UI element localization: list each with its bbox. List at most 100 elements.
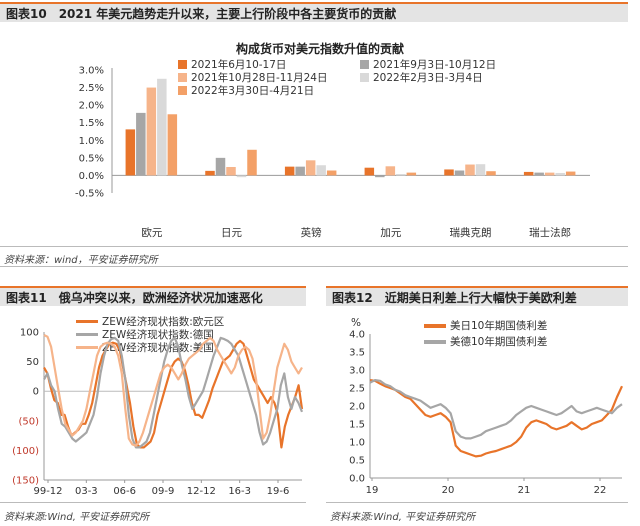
- fig10-y-tick-label: 1.5%: [79, 118, 104, 129]
- fig10-chart-title: 构成货币对美元指数升值的贡献: [235, 42, 404, 56]
- fig11-legend-item-2: ZEW经济现状指数:美国: [76, 340, 214, 355]
- fig11-y-tick-label: (50): [18, 416, 39, 427]
- fig10-bar-2-3: [385, 166, 396, 176]
- fig10-y-tick-label: 2.5%: [79, 83, 104, 94]
- fig10-x-tick-label: 瑞士法郎: [529, 226, 571, 239]
- fig10-bar-1-2: [295, 166, 305, 176]
- fig10-x-tick-label: 日元: [221, 227, 242, 239]
- fig12-legend-item-1: 美德10年期国债利差: [424, 334, 547, 349]
- fig11-x-tick-label: 03-3: [75, 486, 98, 497]
- fig12-y-tick-label: 3.0: [349, 366, 365, 377]
- fig10-legend-swatch-0: [178, 60, 187, 69]
- fig10-x-tick-label: 欧元: [141, 227, 162, 239]
- fig10-bar-4-2: [326, 170, 337, 176]
- fig11-y-tick-label: 100: [20, 328, 39, 339]
- fig12-y-tick-label: 3.5: [349, 348, 365, 359]
- fig11-series-line-0: [43, 339, 304, 449]
- fig11-legend-item-0: ZEW经济现状指数:欧元区: [76, 314, 224, 329]
- fig11-line-chart: 100 50 0 (50) (100) (150)99-12 03-3 06-6 09-9 12-…: [12, 328, 304, 497]
- fig11-legend-label-1: ZEW经济现状指数:德国: [102, 329, 214, 341]
- fig12-y-tick-label: 1.0: [349, 438, 365, 449]
- fig10-legend-item-0: 2021年6月10-17日: [178, 57, 286, 72]
- fig10-legend-swatch-3: [360, 73, 369, 82]
- fig11-x-tick-label: 09-9: [152, 486, 175, 497]
- fig10-separator: [0, 246, 628, 247]
- fig11-legend-item-1: ZEW经济现状指数:德国: [76, 327, 214, 342]
- fig11-legend-swatch-1: [76, 333, 98, 336]
- fig10-bar-2-5: [544, 172, 555, 176]
- fig11-x-tick-label: 16-3: [228, 486, 251, 497]
- fig10-bar-4-4: [486, 171, 496, 176]
- fig10-y-tick-label: 2.0%: [79, 101, 104, 112]
- fig10-legend-label-4: 2022年3月30日-4月21日: [191, 85, 315, 97]
- fig12-legend-item-0: 美日10年期国债利差: [424, 318, 547, 333]
- fig10-legend-swatch-2: [178, 73, 187, 82]
- fig10-legend-item-3: 2022年2月3日-3月4日: [360, 70, 483, 85]
- fig10-x-tick-label: 加元: [380, 227, 401, 239]
- fig11-y-tick-label: 0: [33, 387, 39, 398]
- fig12-legend-swatch-1: [424, 339, 446, 344]
- fig10-bar-3-5: [555, 172, 565, 176]
- fig12-header: 图表12 近期美日利差上行大幅快于美欧利差: [326, 286, 628, 306]
- fig11-legend-swatch-2: [76, 346, 98, 349]
- fig12-source: 资料来源:Wind, 平安证券研究所: [330, 512, 476, 523]
- fig10-bar-0-1: [205, 170, 215, 176]
- fig10-legend-label-2: 2021年10月28日-11月24日: [191, 72, 328, 84]
- fig12-y-tick-label: 2.0: [349, 402, 365, 413]
- fig12-legend-label-1: 美德10年期国债利差: [450, 336, 548, 348]
- fig10-legend-swatch-4: [178, 86, 187, 95]
- fig10-bar-4-1: [247, 149, 257, 176]
- fig12-y-tick-label: 0.0: [349, 474, 365, 485]
- fig12-separator: [326, 502, 628, 503]
- fig10-bar-0-3: [364, 167, 375, 176]
- fig10-legend-label-3: 2022年2月3日-3月4日: [373, 72, 483, 84]
- fig11-separator: [0, 502, 306, 503]
- fig10-bar-0-5: [523, 171, 534, 176]
- fig10-legend-swatch-1: [360, 60, 369, 69]
- fig10-bar-2-1: [226, 166, 236, 176]
- fig10-bar-3-0: [157, 78, 167, 176]
- fig11-series-line-1: [43, 336, 304, 449]
- fig10-legend-item-4: 2022年3月30日-4月21日: [178, 83, 314, 98]
- fig12-x-tick-label: 19: [366, 485, 379, 496]
- fig12-line-chart: 0.0 0.5 1.0 1.5 2.0 2.5 3.0 3.5 4.0 19 20 21 22%: [349, 317, 623, 496]
- fig10-bar-3-1: [236, 175, 247, 178]
- fig10-bar-0-2: [284, 166, 295, 176]
- fig10-y-tick-label: 1.0%: [79, 136, 104, 147]
- fig10-x-tick-label: 英镑: [301, 226, 322, 239]
- fig11-legend-label-2: ZEW经济现状指数:美国: [102, 342, 214, 354]
- fig12-x-tick-label: 20: [442, 485, 455, 496]
- fig11-legend-swatch-0: [76, 320, 98, 323]
- fig12-series-line-1: [369, 378, 623, 440]
- fig10-legend-item-1: 2021年9月3日-10月12日: [360, 57, 496, 72]
- fig10-bar-4-3: [406, 172, 417, 176]
- fig11-x-tick-label: 99-12: [33, 486, 62, 497]
- fig12-x-tick-label: 21: [518, 485, 531, 496]
- fig11-series-line-2: [43, 334, 303, 447]
- fig10-header: 图表10 2021 年美元趋势走升以来，主要上行阶段中各主要货币的贡献: [0, 2, 628, 22]
- fig12-legend-swatch-0: [424, 323, 446, 328]
- fig11-y-tick-label: (150): [12, 476, 39, 487]
- fig10-bar-2-4: [465, 164, 475, 176]
- fig10-bar-2-0: [146, 87, 157, 176]
- fig10-bar-0-4: [444, 169, 454, 176]
- fig10-y-tick-label: 3.0%: [79, 66, 104, 77]
- fig11-y-tick-label: (100): [12, 446, 39, 457]
- fig11-y-tick-label: 50: [26, 357, 39, 368]
- fig10-bar-2-2: [305, 160, 316, 176]
- fig11-x-tick-label: 12-12: [187, 486, 216, 497]
- fig12-y-tick-label: 2.5: [349, 384, 365, 395]
- fig10-bar-1-0: [136, 112, 146, 176]
- fig10-legend-label-0: 2021年6月10-17日: [191, 59, 287, 71]
- fig10-legend-item-2: 2021年10月28日-11月24日: [178, 70, 327, 85]
- fig10-bar-0-0: [125, 129, 136, 176]
- fig12-y-tick-label: 4.0: [349, 330, 365, 341]
- fig11-legend-label-0: ZEW经济现状指数:欧元区: [102, 316, 225, 328]
- fig12-y-unit-label: %: [351, 317, 361, 329]
- fig10-x-tick-label: 瑞典克朗: [450, 226, 492, 239]
- fig10-bar-1-4: [454, 170, 465, 176]
- fig12-legend-label-0: 美日10年期国债利差: [450, 320, 548, 332]
- fig11-x-tick-label: 19-6: [267, 486, 290, 497]
- fig10-bar-1-5: [534, 172, 544, 176]
- fig10-y-tick-label: 0.0%: [79, 171, 104, 182]
